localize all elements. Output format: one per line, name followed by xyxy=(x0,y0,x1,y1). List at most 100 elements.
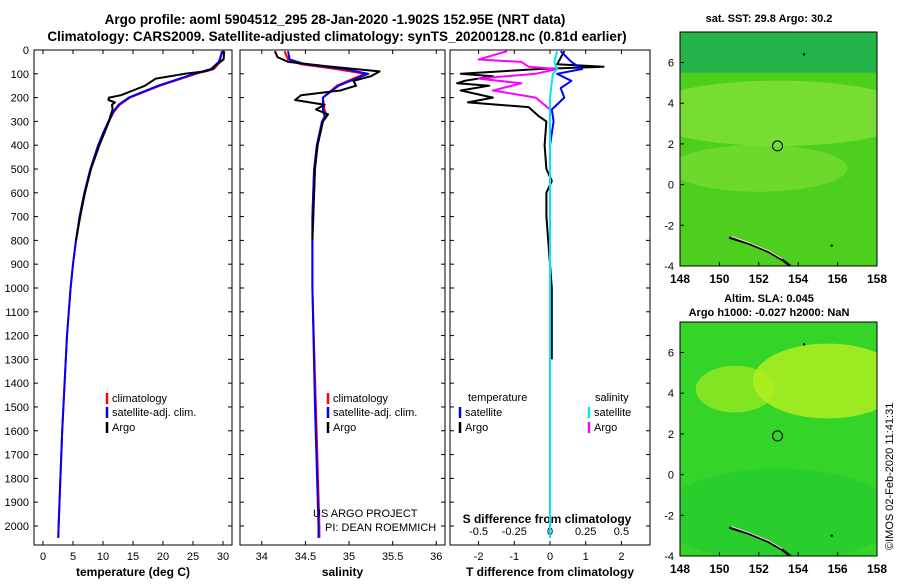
cool-band xyxy=(680,32,877,73)
y-tick-label: 1200 xyxy=(5,331,29,343)
series-argo xyxy=(273,50,381,241)
y-tick-label: 100 xyxy=(11,69,29,81)
y-tick-label: 1900 xyxy=(5,497,29,509)
x-tick-label: 15 xyxy=(127,551,139,563)
map-field xyxy=(680,322,877,556)
figure-title-line1: Argo profile: aoml 5904512_295 28-Jan-20… xyxy=(105,12,566,27)
credit-pi: PI: DEAN ROEMMICH xyxy=(325,522,436,534)
x-tick-label: 10 xyxy=(97,551,109,563)
coastline xyxy=(728,236,792,266)
sla-map-title: Altim. SLA: 0.045 xyxy=(724,293,814,305)
x-tick-label: 5 xyxy=(70,551,76,563)
y-tick-label: 1500 xyxy=(5,402,29,414)
series-argo xyxy=(75,51,226,241)
y-tick-label: 900 xyxy=(11,259,29,271)
x-tick-label: 158 xyxy=(867,562,887,576)
warm-patch xyxy=(680,144,848,192)
small-island xyxy=(830,244,833,247)
y-tick-label: -4 xyxy=(664,261,674,273)
profile-location-marker xyxy=(772,430,784,442)
legend-satellite-label: satellite-adj. clim. xyxy=(112,407,196,419)
plot-frame xyxy=(33,49,233,546)
map-frame xyxy=(679,31,878,267)
map-frame xyxy=(679,321,878,557)
x-tick-label: -1 xyxy=(509,551,519,563)
y-tick-label: -4 xyxy=(664,551,674,563)
x-tick-label: 150 xyxy=(709,562,729,576)
s-tick-label: 0.5 xyxy=(614,526,629,538)
y-tick-label: 1800 xyxy=(5,473,29,485)
sla-map-subtitle: Argo h1000: -0.027 h2000: NaN xyxy=(689,307,850,319)
y-tick-label: 1400 xyxy=(5,378,29,390)
y-tick-label: -2 xyxy=(664,510,674,522)
y-tick-label: 800 xyxy=(11,235,29,247)
plot-frame xyxy=(239,49,446,546)
x-tick-label: 25 xyxy=(187,551,199,563)
y-tick-label: 500 xyxy=(11,164,29,176)
y-tick-label: 700 xyxy=(11,212,29,224)
x-tick-label: 36 xyxy=(430,551,442,563)
x-tick-label: 34.5 xyxy=(295,551,316,563)
high-sla-band xyxy=(752,343,877,419)
sst-map-panel: sat. SST: 29.8 Argo: 30.2 148 150 152 154 156… xyxy=(664,13,887,286)
x-tick-label: 0 xyxy=(547,551,553,563)
legend-climatology-label: climatology xyxy=(112,393,168,405)
y-tick-label: 6 xyxy=(668,348,674,360)
x-tick-label: 0 xyxy=(40,551,46,563)
legend-climatology-label: climatology xyxy=(333,393,389,405)
legend-temperature-title: temperature xyxy=(468,392,527,404)
series-satellite-salinity xyxy=(549,50,559,538)
imos-stamp: ©IMOS 02-Feb-2020 11:41:31 xyxy=(884,403,896,550)
difference-panel: -2 -1 0 1 2 T difference from climatology -0.5… xyxy=(449,49,651,579)
warm-band xyxy=(680,80,877,147)
x-tick-label: 156 xyxy=(828,272,848,286)
small-island xyxy=(802,343,806,346)
x-tick-label: 154 xyxy=(788,272,808,286)
y-tick-label: 4 xyxy=(668,388,674,400)
x-axis-label: temperature (deg C) xyxy=(76,565,190,579)
x-tick-label: 150 xyxy=(709,272,729,286)
y-tick-label: 0 xyxy=(668,470,674,482)
y-tick-label: 600 xyxy=(11,188,29,200)
x-tick-label: 152 xyxy=(749,562,769,576)
legend-temp-satellite-label: satellite xyxy=(465,407,502,419)
y-tick-label: 1700 xyxy=(5,450,29,462)
x-tick-label: 34 xyxy=(256,551,268,563)
x-tick-label: 20 xyxy=(157,551,169,563)
x-tick-label: 158 xyxy=(867,272,887,286)
x-tick-label: 1 xyxy=(583,551,589,563)
x-tick-label: 148 xyxy=(670,562,690,576)
y-tick-label: 1600 xyxy=(5,426,29,438)
y-tick-label: -2 xyxy=(664,220,674,232)
y-tick-label: 400 xyxy=(11,140,29,152)
y-tick-label: 200 xyxy=(11,93,29,105)
x-tick-label: 148 xyxy=(670,272,690,286)
x-tick-label: 35.5 xyxy=(382,551,403,563)
high-sla-patch xyxy=(695,365,775,413)
x-tick-label: 2 xyxy=(618,551,624,563)
legend-salinity-title: salinity xyxy=(595,392,629,404)
y-tick-label: 1100 xyxy=(5,307,29,319)
island-fill xyxy=(731,236,783,260)
x-tick-label: 152 xyxy=(749,272,769,286)
legend-sal-argo-label: Argo xyxy=(594,422,617,434)
x-axis-label: salinity xyxy=(322,565,364,579)
y-tick-label: 1300 xyxy=(5,354,29,366)
y-tick-label: 0 xyxy=(23,45,29,57)
y-tick-label: 0 xyxy=(668,180,674,192)
figure-title-line2: Climatology: CARS2009. Satellite-adjuste… xyxy=(47,29,626,44)
salinity-panel: 34 34.5 35 35.5 36 salinity climatology satelli… xyxy=(239,49,446,579)
x-tick-label: 30 xyxy=(217,551,229,563)
coastline xyxy=(728,526,792,556)
legend-satellite-label: satellite-adj. clim. xyxy=(333,407,417,419)
small-island xyxy=(802,53,806,56)
legend-sal-satellite-label: satellite xyxy=(594,407,631,419)
s-tick-label: -0.25 xyxy=(502,526,527,538)
y-tick-label: 2 xyxy=(668,429,674,441)
temperature-panel: 0100200300400500600700800900100011001200… xyxy=(5,45,233,579)
legend-argo-label: Argo xyxy=(333,422,356,434)
small-island xyxy=(830,534,833,537)
sst-map-title: sat. SST: 29.8 Argo: 30.2 xyxy=(706,13,833,25)
island-fill xyxy=(731,526,783,550)
